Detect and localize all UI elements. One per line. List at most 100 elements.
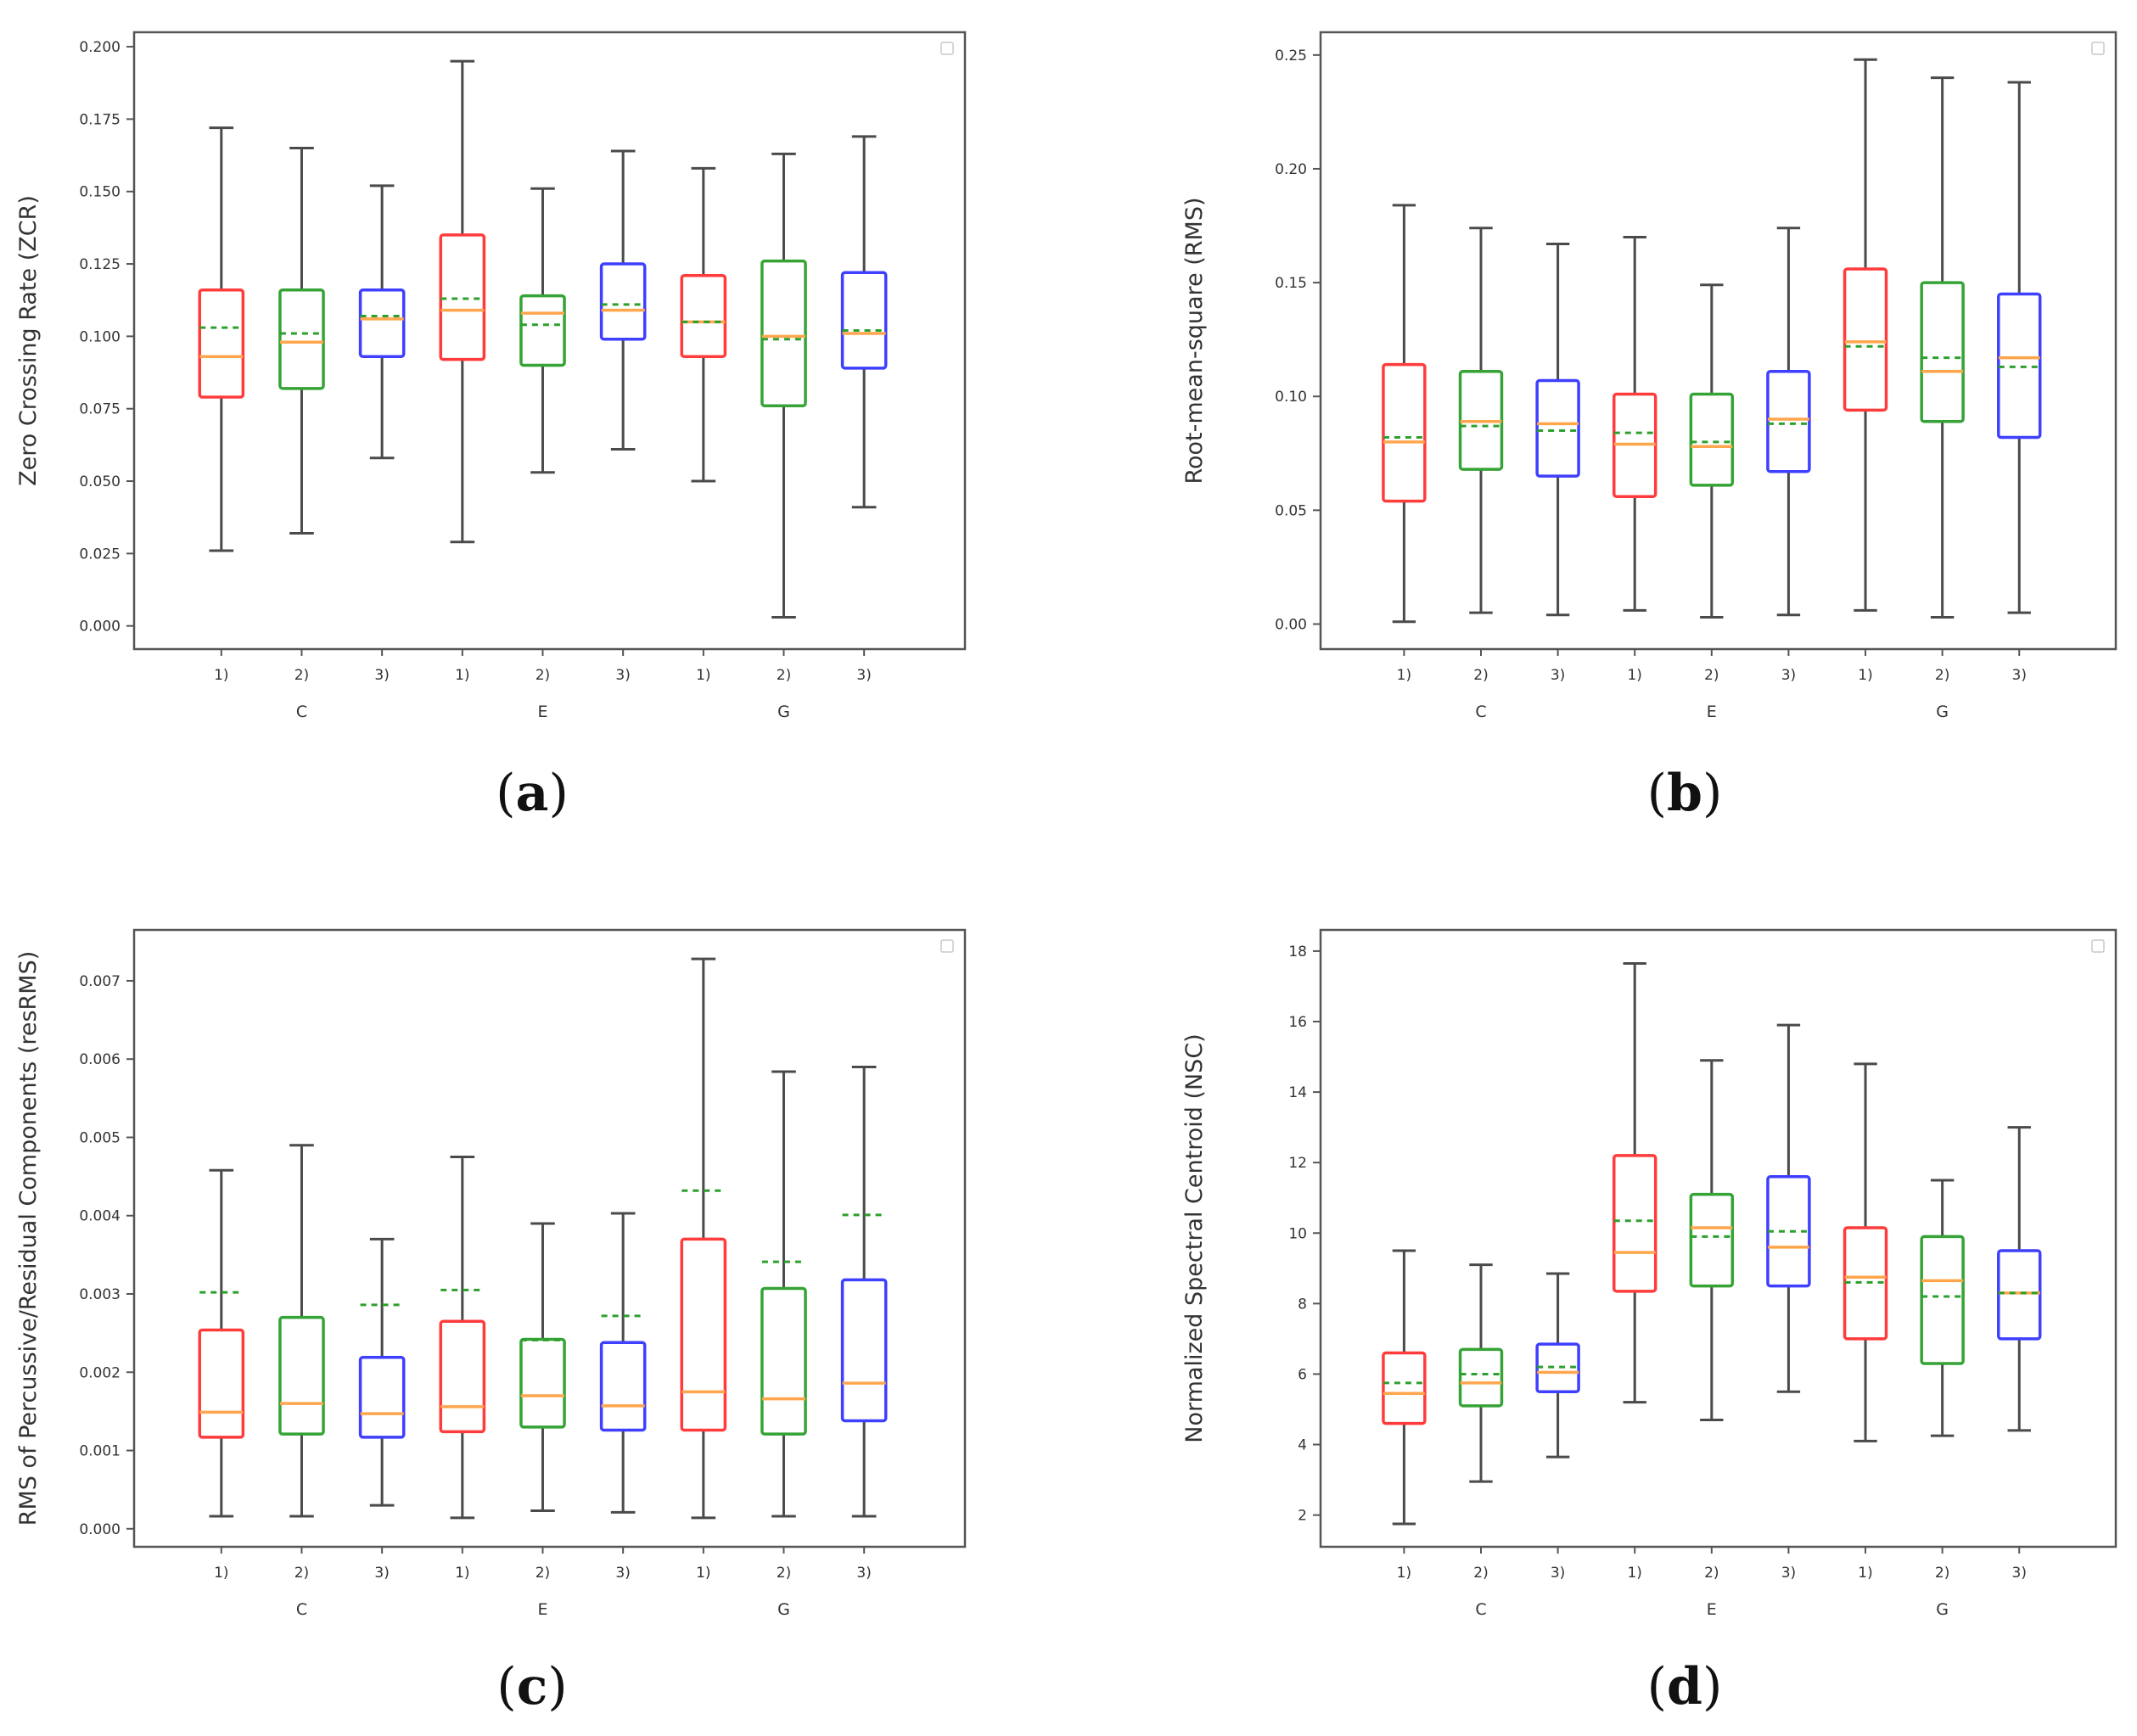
y-tick-label: 0.075	[79, 401, 121, 418]
panel-caption: (b)	[1647, 764, 1723, 823]
group-label: C	[296, 1600, 307, 1619]
box-1: 1)	[198, 126, 245, 684]
iqr-box	[1382, 362, 1427, 503]
group-label: C	[1475, 703, 1486, 721]
group-label: C	[296, 703, 307, 721]
y-tick-label: 0.003	[79, 1286, 121, 1303]
iqr-box	[1689, 392, 1735, 487]
box-2: 2)	[278, 147, 325, 684]
y-tick-label: 8	[1298, 1296, 1307, 1313]
plot-frame	[1319, 928, 2117, 1548]
x-tick-label: 2)	[777, 667, 791, 684]
group-label: G	[1936, 703, 1949, 721]
x-tick-label: 2)	[1704, 1565, 1719, 1582]
y-tick-label: 0.002	[79, 1364, 121, 1381]
x-tick-label: 2)	[1704, 667, 1719, 684]
box-4: 1)	[1612, 235, 1657, 684]
y-tick-label: 0.125	[79, 256, 121, 273]
iqr-box	[198, 288, 245, 399]
box-1: 1)	[1382, 204, 1427, 684]
group-label: E	[537, 1600, 547, 1619]
x-tick-label: 3)	[615, 1565, 630, 1582]
panel-caption: (c)	[496, 1657, 567, 1716]
x-tick-label: 1)	[696, 1565, 710, 1582]
box-3: 3)	[358, 184, 406, 684]
y-tick-label: 0.10	[1275, 389, 1307, 406]
iqr-box	[840, 1278, 888, 1423]
x-tick-label: 3)	[374, 1565, 389, 1582]
x-tick-label: 2)	[1473, 667, 1488, 684]
box-8: 2)	[1920, 1179, 1965, 1582]
y-tick-label: 0.25	[1275, 48, 1307, 64]
iqr-box	[680, 273, 727, 359]
box-5: 2)	[519, 1222, 566, 1582]
y-axis-label: RMS of Percussive/Residual Components (r…	[15, 951, 42, 1526]
y-tick-label: 0.150	[79, 184, 121, 201]
x-tick-label: 2)	[777, 1565, 791, 1582]
chart-panel-d: 2 4 6 8 10 12 14 16 18 Normalized Spectral Centro…	[1181, 928, 2117, 1716]
box-6: 3)	[599, 149, 647, 684]
y-tick-label: 2	[1298, 1508, 1307, 1525]
iqr-box	[1997, 1249, 2042, 1341]
iqr-box	[278, 1315, 325, 1436]
x-tick-label: 1)	[455, 1565, 469, 1582]
y-tick-label: 4	[1298, 1437, 1307, 1454]
box-3: 3)	[1535, 242, 1580, 684]
y-tick-label: 0.15	[1275, 275, 1307, 292]
x-tick-label: 1)	[696, 667, 710, 684]
panel-caption: (a)	[496, 764, 569, 823]
x-tick-label: 2)	[1935, 1565, 1949, 1582]
box-5: 2)	[1689, 1059, 1735, 1582]
iqr-box	[1843, 267, 1888, 412]
box-2: 2)	[278, 1144, 325, 1582]
box-8: 2)	[1920, 76, 1965, 684]
y-tick-label: 0.20	[1275, 161, 1307, 178]
box-9: 3)	[1997, 1126, 2042, 1582]
x-tick-label: 2)	[1935, 667, 1949, 684]
box-4: 1)	[439, 59, 486, 684]
iqr-box	[1920, 281, 1965, 423]
group-label: E	[1707, 1600, 1717, 1619]
iqr-box	[358, 288, 406, 359]
y-tick-label: 0.007	[79, 973, 121, 990]
legend-box	[2091, 42, 2105, 55]
box-7: 1)	[1843, 1062, 1888, 1582]
chart-panel-a: 0.000 0.025 0.050 0.075 0.100 0.125 0.150 0.175…	[15, 31, 967, 823]
group-label: G	[777, 1600, 790, 1619]
y-tick-label: 16	[1288, 1014, 1307, 1031]
x-tick-label: 3)	[1551, 1565, 1565, 1582]
plot-frame	[132, 31, 967, 651]
box-8: 2)	[760, 152, 807, 684]
y-axis-label: Root-mean-square (RMS)	[1181, 197, 1208, 484]
y-tick-label: 0.00	[1275, 616, 1307, 633]
iqr-box	[599, 1341, 647, 1432]
box-5: 2)	[1689, 283, 1735, 684]
x-tick-label: 3)	[856, 667, 871, 684]
chart-panel-c: 0.000 0.001 0.002 0.003 0.004 0.005 0.006 0.007…	[15, 928, 967, 1716]
iqr-box	[840, 271, 888, 370]
y-tick-label: 0.005	[79, 1129, 121, 1146]
legend-box	[2091, 939, 2105, 953]
y-tick-label: 0.175	[79, 111, 121, 128]
legend-box	[940, 939, 954, 953]
y-tick-label: 6	[1298, 1366, 1307, 1383]
box-9: 3)	[840, 135, 888, 684]
box-4: 1)	[439, 1156, 486, 1582]
y-tick-label: 0.025	[79, 546, 121, 563]
y-tick-label: 10	[1288, 1225, 1307, 1242]
group-label: E	[1707, 703, 1717, 721]
iqr-box	[680, 1237, 727, 1432]
iqr-box	[358, 1355, 406, 1439]
box-3: 3)	[358, 1237, 406, 1582]
box-1: 1)	[1382, 1249, 1427, 1582]
iqr-box	[1382, 1351, 1427, 1425]
box-9: 3)	[1997, 81, 2042, 684]
x-tick-label: 3)	[1781, 1565, 1796, 1582]
x-tick-label: 2)	[294, 1565, 309, 1582]
x-tick-label: 2)	[536, 667, 550, 684]
y-tick-label: 0.200	[79, 39, 121, 56]
x-tick-label: 3)	[1551, 667, 1565, 684]
box-3: 3)	[1535, 1272, 1580, 1582]
y-tick-label: 0.006	[79, 1051, 121, 1068]
iqr-box	[278, 288, 325, 390]
